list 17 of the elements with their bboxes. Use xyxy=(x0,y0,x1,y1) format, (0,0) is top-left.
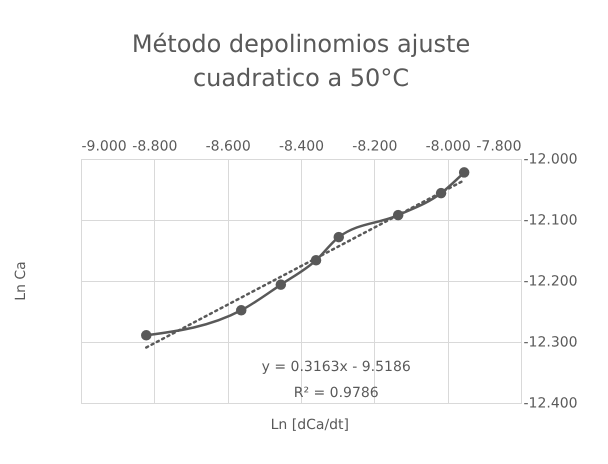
annotation: R² = 0.9786 xyxy=(294,385,379,401)
x-tick-label: -8.000 xyxy=(426,138,471,154)
y-tick-label: -12.100 xyxy=(524,212,578,228)
x-axis-title: Ln [dCa/dt] xyxy=(270,417,349,433)
y-axis-title: Ln Ca xyxy=(13,261,29,301)
annotation: y = 0.3163x - 9.5186 xyxy=(262,359,411,375)
x-tick-label: -8.200 xyxy=(352,138,398,154)
chart-title: Método depolinomios ajuste cuadratico a 50°C xyxy=(132,30,470,92)
y-tick-label: -12.400 xyxy=(524,396,578,412)
x-tick-label: -8.800 xyxy=(132,138,178,154)
y-tick-label: -12.200 xyxy=(524,274,578,290)
y-tick-label: -12.300 xyxy=(524,334,578,350)
x-tick-label: -7.800 xyxy=(476,138,522,154)
x-tick-label: -8.600 xyxy=(206,138,251,154)
y-tick-label: -12.000 xyxy=(524,152,578,168)
x-tick-label: -9.000 xyxy=(82,138,127,154)
x-tick-label: -8.400 xyxy=(278,138,324,154)
